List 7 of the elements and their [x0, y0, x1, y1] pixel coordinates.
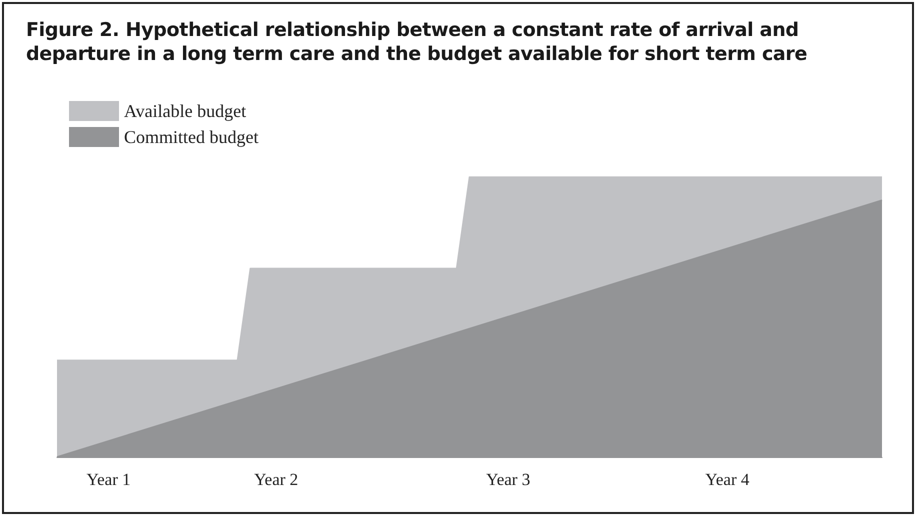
legend-label: Available budget: [124, 101, 246, 121]
x-tick-label: Year 2: [254, 470, 298, 489]
x-tick-label: Year 1: [86, 470, 131, 489]
chart-title: Figure 2. Hypothetical relationship between a constant rate of arrival and departure in a long term care and the budget available for short term care: [26, 18, 808, 66]
legend-label: Committed budget: [124, 127, 258, 147]
x-tick-label: Year 4: [705, 470, 750, 489]
x-tick-label: Year 3: [486, 470, 530, 489]
